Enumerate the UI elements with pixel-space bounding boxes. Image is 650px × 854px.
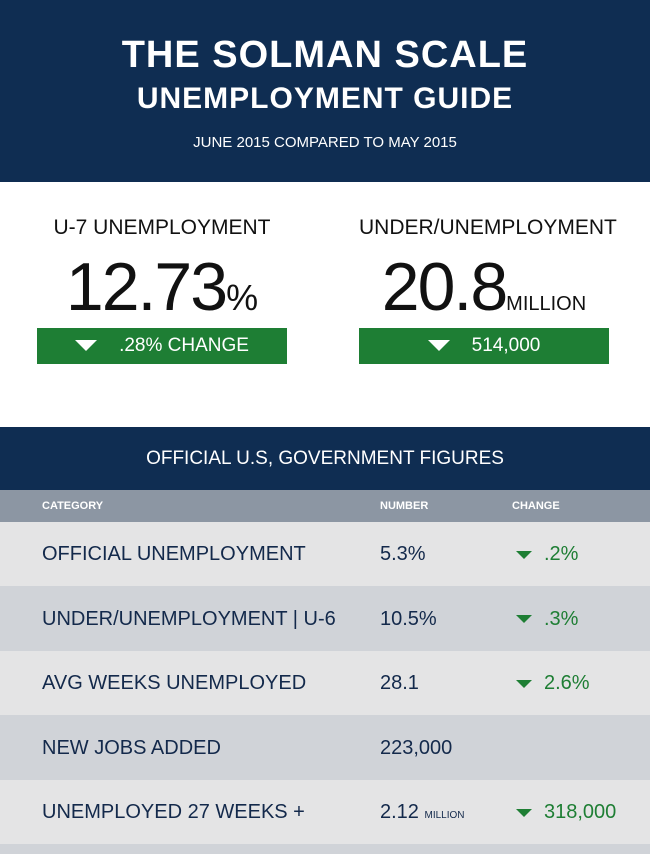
change: 318,000 bbox=[516, 780, 616, 844]
change: .3% bbox=[516, 587, 578, 651]
stat-label: UNDER/UNEMPLOYMENT bbox=[359, 216, 617, 239]
down-arrow bbox=[516, 615, 532, 624]
stat-label: U-7 UNEMPLOYMENT bbox=[53, 216, 271, 239]
category: AVG WEEKS UNEMPLOYED bbox=[42, 672, 307, 694]
category: UNDER/UNEMPLOYMENT | U-6 bbox=[42, 607, 336, 630]
number-value: 2.12 bbox=[380, 801, 419, 823]
number: 5.3% bbox=[380, 522, 426, 586]
number: 28.1 bbox=[380, 651, 419, 715]
category: UNEMPLOYED 27 WEEKS + bbox=[42, 801, 305, 823]
down-arrow bbox=[516, 550, 532, 559]
change-text: 514,000 bbox=[471, 335, 541, 356]
category: NEW JOBS ADDED bbox=[42, 736, 221, 759]
header: THE SOLMAN SCALE UNEMPLOYMENT GUIDE JUNE… bbox=[0, 0, 650, 182]
number: 10.5% bbox=[380, 587, 437, 651]
stat-unit: % bbox=[226, 277, 259, 318]
column-header: CATEGORY bbox=[42, 500, 104, 512]
date: JUNE 2015 COMPARED TO MAY 2015 bbox=[193, 134, 457, 151]
column-header: CHANGE bbox=[512, 500, 560, 512]
change-value: .3% bbox=[544, 607, 579, 630]
table-row: AVG WEEKS UNEMPLOYED 28.1 2.6% bbox=[0, 651, 650, 715]
stat-value-line: 20.8MILLION bbox=[359, 248, 609, 326]
stat-value-line: 12.73% bbox=[37, 248, 287, 326]
number-value: 10.5% bbox=[380, 607, 437, 630]
stat-change: 514,000 bbox=[359, 328, 609, 364]
table-row: NEW JOBS ADDED 223,000 bbox=[0, 715, 650, 780]
number: 223,000 bbox=[380, 716, 452, 780]
number-value: 223,000 bbox=[380, 736, 453, 759]
table-row: OFFICIAL UNEMPLOYMENT 5.3% .2% bbox=[0, 522, 650, 586]
stat-change: .28% CHANGE bbox=[37, 328, 287, 364]
change-value: 318,000 bbox=[544, 801, 617, 823]
stats: U-7 UNEMPLOYMENT 12.73% .28% CHANGE UNDER/U… bbox=[0, 182, 650, 427]
change-text: .28% CHANGE bbox=[119, 335, 249, 356]
change: .2% bbox=[516, 522, 578, 586]
down-arrow bbox=[75, 340, 98, 352]
title: THE SOLMAN SCALE bbox=[121, 34, 529, 76]
down-arrow bbox=[427, 340, 450, 352]
stat-unit: MILLION bbox=[506, 293, 587, 315]
down-arrow bbox=[516, 808, 532, 817]
subtitle: UNEMPLOYMENT GUIDE bbox=[136, 82, 514, 115]
number-value: 28.1 bbox=[380, 672, 419, 694]
number-unit: MILLION bbox=[424, 810, 465, 821]
stat-value: 12.73 bbox=[65, 249, 228, 325]
table-header: CATEGORY NUMBER CHANGE bbox=[0, 490, 650, 522]
table-row: UNDER/UNEMPLOYMENT | U-6 10.5% .3% bbox=[0, 586, 650, 651]
down-arrow bbox=[516, 679, 532, 688]
stat-value: 20.8 bbox=[381, 249, 508, 325]
change-value: .2% bbox=[544, 543, 579, 565]
table-row: UNEMPLOYED 27 WEEKS + 2.12 MILLION 318,000 bbox=[0, 780, 650, 844]
number-value: 5.3% bbox=[380, 543, 426, 565]
column-header: NUMBER bbox=[380, 500, 429, 512]
number: 2.12 MILLION bbox=[380, 780, 465, 848]
category: OFFICIAL UNEMPLOYMENT bbox=[42, 543, 306, 565]
change-value: 2.6% bbox=[544, 672, 590, 694]
change: 2.6% bbox=[516, 651, 590, 715]
table-title: OFFICIAL U.S, GOVERNMENT FIGURES bbox=[0, 427, 650, 490]
